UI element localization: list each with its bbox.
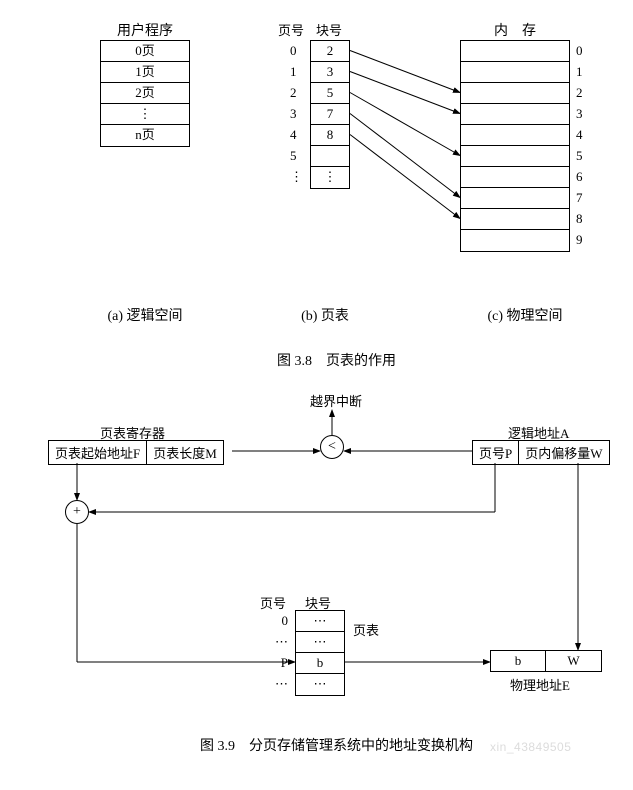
user-program-title: 用户程序 xyxy=(100,20,190,40)
physical-addr-label: 物理地址E xyxy=(510,675,570,694)
comparator-symbol: < xyxy=(328,439,336,455)
page-num-label: 1 xyxy=(290,61,303,82)
memory-label: 4 xyxy=(576,124,583,145)
adder: + xyxy=(65,500,89,524)
page-num-label: 3 xyxy=(290,103,303,124)
user-program-row: ⋮ xyxy=(101,104,189,125)
block-num-cell: 2 xyxy=(311,41,349,62)
adder-symbol: + xyxy=(73,504,81,520)
memory-label: 8 xyxy=(576,208,583,229)
memory-label: 7 xyxy=(576,187,583,208)
pt2-block-cell: b xyxy=(296,653,344,674)
caption-a: (a) 逻辑空间 xyxy=(80,305,210,325)
memory-label: 3 xyxy=(576,103,583,124)
logical-cell: 页内偏移量W xyxy=(519,441,608,464)
pt2-page-num: 0 xyxy=(270,610,288,631)
memory-cell xyxy=(461,62,569,83)
page-table-box: 23578 ⋮ xyxy=(310,40,350,189)
physical-cell: b xyxy=(491,651,546,671)
page-table-page-nums: 012345⋮ xyxy=(290,40,303,187)
page-num-label: 0 xyxy=(290,40,303,61)
pt2-side-label: 页表 xyxy=(353,620,379,639)
ptr-cell: 页表起始地址F xyxy=(49,441,147,464)
pt2-page-nums: 0⋯P⋯ xyxy=(270,610,288,694)
page-num-label: ⋮ xyxy=(290,166,303,187)
memory-label: 0 xyxy=(576,40,583,61)
caption-b: (b) 页表 xyxy=(270,305,380,325)
pt2-page-num: ⋯ xyxy=(270,631,288,652)
memory-cell xyxy=(461,230,569,251)
memory-label: 5 xyxy=(576,145,583,166)
user-program-table: 0页1页2页⋮n页 xyxy=(100,40,190,147)
user-program-row: 2页 xyxy=(101,83,189,104)
logical-cell: 页号P xyxy=(473,441,519,464)
page-num-label: 5 xyxy=(290,145,303,166)
user-program-row: 0页 xyxy=(101,41,189,62)
page-num-label: 4 xyxy=(290,124,303,145)
figure-3-8: 用户程序 0页1页2页⋮n页 页号 块号 012345⋮ 23578⋮ 内 存 … xyxy=(20,20,613,370)
block-num-cell: 5 xyxy=(311,83,349,104)
memory-cell xyxy=(461,146,569,167)
watermark: xin_43849505 xyxy=(490,740,571,754)
memory-label: 1 xyxy=(576,61,583,82)
memory-cell xyxy=(461,167,569,188)
block-num-cell xyxy=(311,146,349,167)
pt2-block-cell: ⋯ xyxy=(296,674,344,695)
memory-cell xyxy=(461,104,569,125)
figure-3-8-caption: 图 3.8 页表的作用 xyxy=(20,350,633,370)
page-num-label: 2 xyxy=(290,82,303,103)
memory-cell xyxy=(461,125,569,146)
memory-title: 内 存 xyxy=(460,20,570,40)
logical-addr-register: 页号P页内偏移量W xyxy=(472,440,610,465)
memory-cell xyxy=(461,83,569,104)
block-num-cell: 8 xyxy=(311,125,349,146)
physical-addr-register: bW xyxy=(490,650,602,672)
user-program-row: 1页 xyxy=(101,62,189,83)
caption-c: (c) 物理空间 xyxy=(460,305,590,325)
pt2-box: ⋯⋯b⋯ xyxy=(295,610,345,696)
memory-labels: 0123456789 xyxy=(576,40,583,250)
interrupt-label: 越界中断 xyxy=(310,391,362,410)
memory-label: 9 xyxy=(576,229,583,250)
figure-3-9: 页表寄存器 页表起始地址F页表长度M 逻辑地址A 页号P页内偏移量W 越界中断 … xyxy=(20,385,613,765)
memory-cell xyxy=(461,209,569,230)
page-table-header-left: 页号 xyxy=(278,20,304,39)
block-num-cell: 3 xyxy=(311,62,349,83)
memory-cell xyxy=(461,188,569,209)
user-program-row: n页 xyxy=(101,125,189,146)
comparator: < xyxy=(320,435,344,459)
block-num-cell: ⋮ xyxy=(311,167,349,188)
memory-label: 2 xyxy=(576,82,583,103)
ptr-register: 页表起始地址F页表长度M xyxy=(48,440,224,465)
ptr-cell: 页表长度M xyxy=(147,441,223,464)
physical-cell: W xyxy=(546,651,601,671)
memory-cell xyxy=(461,41,569,62)
page-table-header-right: 块号 xyxy=(316,20,342,39)
pt2-block-cell: ⋯ xyxy=(296,611,344,632)
pt2-block-cell: ⋯ xyxy=(296,632,344,653)
pt2-page-num: ⋯ xyxy=(270,673,288,694)
block-num-cell: 7 xyxy=(311,104,349,125)
memory-box xyxy=(460,40,570,252)
memory-label: 6 xyxy=(576,166,583,187)
pt2-page-num: P xyxy=(270,652,288,673)
